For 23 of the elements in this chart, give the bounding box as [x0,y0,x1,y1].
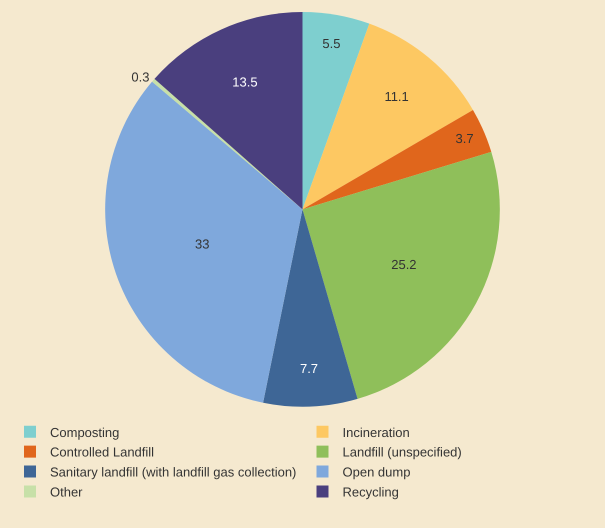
data-label: 13.5 [232,74,258,90]
legend-label: Open dump [342,464,410,480]
data-label: 3.7 [456,131,474,146]
legend-label: Incineration [342,424,410,440]
data-label: 11.1 [384,88,409,104]
data-label: 7.7 [300,360,318,376]
data-label: 0.3 [131,70,150,85]
data-label: 25.2 [391,256,417,272]
pie-slice [263,209,358,407]
pie-slice [302,24,473,210]
pie-slice [302,12,370,210]
legend-label: Controlled Landfill [50,444,154,460]
legend-label: Composting [50,424,120,440]
data-label: 5.5 [322,36,340,51]
pie-slice [154,12,302,210]
pie-slice [152,78,302,210]
legend-label: Recycling [342,484,399,500]
legend-label: Other [50,484,84,500]
legend-label: Landfill (unspecified) [342,444,462,460]
legend-label: Sanitary landfill (with landfill gas collection) [50,464,296,480]
data-label: 33 [195,236,210,252]
pie-slice [302,110,492,210]
pie-slice [302,152,500,399]
